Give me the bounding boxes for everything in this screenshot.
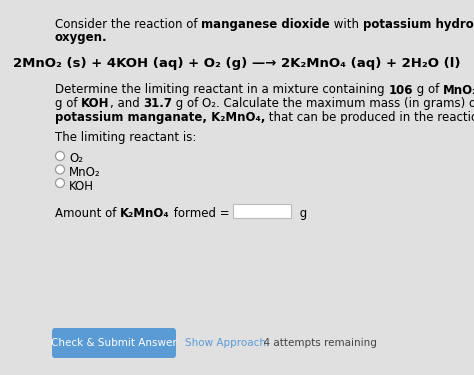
Text: 106: 106 (388, 84, 413, 96)
Text: The limiting reactant is:: The limiting reactant is: (55, 130, 196, 144)
Text: Show Approach: Show Approach (185, 338, 266, 348)
Text: with: with (330, 18, 363, 31)
Circle shape (55, 178, 64, 188)
Text: Consider the reaction of: Consider the reaction of (55, 18, 201, 31)
Text: 31.7: 31.7 (143, 97, 172, 110)
Text: Determine the limiting reactant in a mixture containing: Determine the limiting reactant in a mix… (55, 84, 388, 96)
Text: MnO₂: MnO₂ (443, 84, 474, 96)
Text: potassium manganate, K₂MnO₄,: potassium manganate, K₂MnO₄, (55, 111, 265, 123)
Text: g of O₂: g of O₂ (172, 97, 216, 110)
Text: manganese dioxide: manganese dioxide (201, 18, 330, 31)
Text: formed =: formed = (170, 207, 233, 220)
Text: 2MnO₂ (s) + 4KOH (aq) + O₂ (g) —→ 2K₂MnO₄ (aq) + 2H₂O (l): 2MnO₂ (s) + 4KOH (aq) + O₂ (g) —→ 2K₂MnO… (13, 57, 461, 70)
Text: , and: , and (110, 97, 143, 110)
Text: KOH: KOH (69, 180, 94, 192)
Circle shape (55, 165, 64, 174)
Text: g of: g of (413, 84, 443, 96)
Text: K₂MnO₄: K₂MnO₄ (120, 207, 170, 220)
Text: MnO₂: MnO₂ (69, 166, 100, 179)
FancyBboxPatch shape (52, 328, 176, 358)
FancyBboxPatch shape (233, 204, 291, 218)
Text: oxygen.: oxygen. (55, 32, 108, 45)
Text: potassium hydroxide: potassium hydroxide (363, 18, 474, 31)
Text: . Calculate the maximum mass (in grams) of: . Calculate the maximum mass (in grams) … (216, 97, 474, 110)
Circle shape (55, 152, 64, 160)
Text: that can be produced in the reaction.: that can be produced in the reaction. (265, 111, 474, 123)
Text: Amount of: Amount of (55, 207, 120, 220)
Text: Check & Submit Answer: Check & Submit Answer (51, 338, 177, 348)
Text: g: g (296, 207, 307, 220)
Text: KOH: KOH (81, 97, 110, 110)
Text: g of: g of (55, 97, 81, 110)
Text: O₂: O₂ (69, 153, 83, 165)
Text: 4 attempts remaining: 4 attempts remaining (257, 338, 377, 348)
